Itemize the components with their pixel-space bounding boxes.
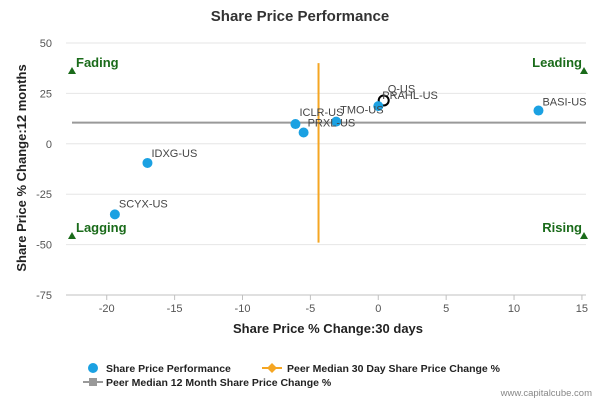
quadrant-markers: Fading Leading Lagging Rising — [68, 55, 588, 239]
scatter-points — [109, 94, 544, 220]
y-tick-label: -25 — [36, 189, 52, 201]
point-label-q-us: Q-US — [388, 83, 416, 95]
legend-item-peer-median-12-month[interactable]: Peer Median 12 Month Share Price Change … — [83, 377, 332, 389]
x-tick-label: 10 — [508, 303, 520, 315]
x-axis-title: Share Price % Change:30 days — [233, 321, 423, 336]
point-basi-us — [533, 105, 544, 116]
point-iclr-us — [290, 119, 301, 130]
quadrant-marker-top-right — [580, 67, 588, 74]
y-tick-label: -75 — [36, 290, 52, 302]
quadrant-marker-bottom-right — [580, 232, 588, 239]
point-prahl-us — [373, 101, 384, 112]
point-tmo-us — [331, 116, 342, 127]
y-tick-label: 25 — [40, 88, 52, 100]
legend-marker-diamond — [267, 363, 277, 373]
point-label-tmo-us: TMO-US — [340, 105, 383, 117]
point-prxl-us — [298, 127, 309, 138]
legend: Share Price Performance Peer Median 30 D… — [83, 363, 501, 389]
chart-title: Share Price Performance — [211, 8, 389, 25]
x-tick-label: 5 — [443, 303, 449, 315]
point-label-prahl-us: PRAHL-US — [382, 90, 438, 102]
credit-text: www.capitalcube.com — [500, 388, 592, 399]
x-tick-marks — [106, 295, 583, 300]
quadrant-label-fading: Fading — [76, 55, 119, 70]
legend-marker-square — [89, 378, 97, 386]
x-tick-label: -15 — [167, 303, 183, 315]
quadrant-label-lagging: Lagging — [76, 220, 127, 235]
quadrant-label-rising: Rising — [542, 220, 582, 235]
quadrant-marker-bottom-left — [68, 232, 76, 239]
legend-label-share-price-performance: Share Price Performance — [106, 363, 231, 375]
legend-item-share-price-performance[interactable]: Share Price Performance — [88, 363, 231, 375]
x-tick-label: -10 — [235, 303, 251, 315]
y-tick-label: 50 — [40, 38, 52, 50]
point-scyx-us — [109, 209, 120, 220]
point-idxg-us — [142, 157, 153, 168]
point-label-basi-us: BASI-US — [542, 97, 586, 109]
y-gridlines — [66, 42, 586, 246]
x-tick-label: -5 — [305, 303, 315, 315]
y-tick-label: -50 — [36, 240, 52, 252]
point-label-iclr-us: ICLR-US — [299, 107, 343, 119]
x-tick-label: -20 — [99, 303, 115, 315]
legend-label-peer-median-12-month: Peer Median 12 Month Share Price Change … — [106, 377, 332, 389]
y-axis-title: Share Price % Change:12 months — [14, 64, 29, 271]
point-label-idxg-us: IDXG-US — [151, 148, 197, 160]
quadrant-marker-top-left — [68, 67, 76, 74]
point-label-prxl-us: PRXL-US — [308, 118, 356, 130]
x-tick-label: 15 — [576, 303, 588, 315]
legend-marker-circle — [88, 363, 98, 373]
y-tick-labels: 50 25 0 -25 -50 -75 — [36, 38, 52, 302]
point-label-scyx-us: SCYX-US — [119, 198, 168, 210]
quadrant-label-leading: Leading — [532, 55, 582, 70]
legend-item-peer-median-30-day[interactable]: Peer Median 30 Day Share Price Change % — [262, 363, 501, 375]
x-tick-labels: -20 -15 -10 -5 0 5 10 15 — [99, 303, 588, 315]
x-tick-label: 0 — [375, 303, 381, 315]
legend-label-peer-median-30-day: Peer Median 30 Day Share Price Change % — [287, 363, 501, 375]
y-tick-label: 0 — [46, 139, 52, 151]
